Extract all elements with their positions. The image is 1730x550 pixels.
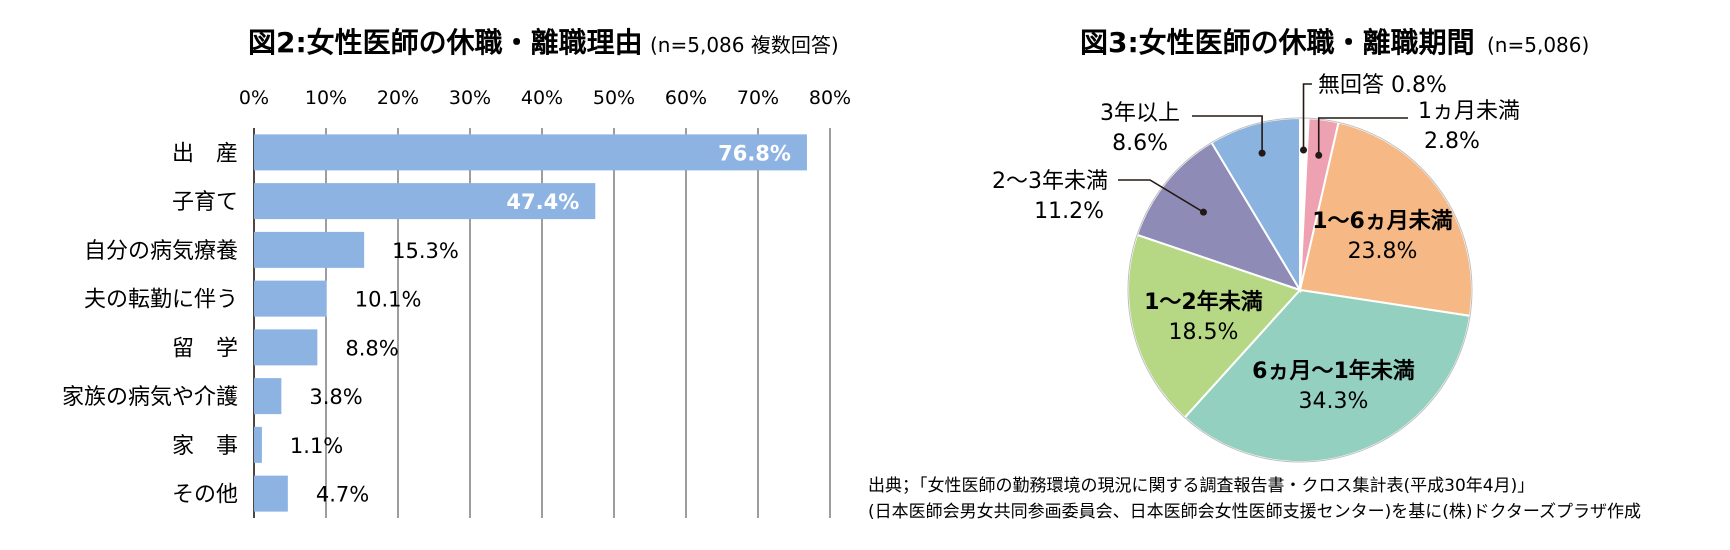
bar-chart-labels: 出 産 76.8% 子育て 47.4% 自分の病気療養 15.3% 夫の転勤に伴う 10.1%…: [62, 141, 791, 507]
pie-outside-value: 11.2%: [1034, 199, 1104, 224]
bar-value-label: 47.4%: [506, 190, 579, 214]
pie-outside-label: 2〜3年未満: [992, 169, 1108, 194]
bar: [254, 134, 807, 171]
bar-category-label: 家 事: [172, 434, 238, 459]
pie-chart-labels: 1〜6ヵ月未満 23.8% 6ヵ月〜1年未満 34.3% 1〜2年未満 18.5% 無回答 …: [992, 73, 1520, 414]
bar-value-label: 4.7%: [316, 483, 369, 507]
bar: [254, 183, 596, 220]
bar-chart-bars: [254, 134, 807, 512]
source-line-2: (日本医師会男女共同参画委員会、日本医師会女性医師支援センター)を基に(株)ドク…: [868, 502, 1641, 522]
pie-leader-dot: [1300, 146, 1308, 154]
pie-value-label: 34.3%: [1299, 389, 1369, 414]
bar-x-tick-label: 60%: [665, 87, 707, 109]
pie-outside-label: 無回答 0.8%: [1318, 73, 1447, 98]
bar-value-label: 15.3%: [392, 239, 459, 263]
pie-leader-line: [1192, 115, 1263, 154]
pie-chart-title: 図3:女性医師の休職・離職期間: [1080, 26, 1475, 59]
pie-leader-dot: [1315, 151, 1323, 159]
bar: [254, 280, 327, 317]
source-line-1: 出典；「女性医師の勤務環境の現況に関する調査報告書・クロス集計表(平成30年4月…: [868, 476, 1534, 496]
pie-leader-dot: [1258, 149, 1266, 157]
bar-chart-x-ticks: 0% 10% 20% 30% 40% 50% 60% 70% 80%: [239, 87, 851, 109]
bar-x-tick-label: 20%: [377, 87, 419, 109]
bar: [254, 426, 262, 463]
pie-outline: [1127, 117, 1473, 463]
bar-value-label: 3.8%: [309, 385, 362, 409]
bar-value-label: 10.1%: [355, 288, 422, 312]
bar-category-label: 夫の転勤に伴う: [84, 288, 238, 313]
bar-x-tick-label: 30%: [449, 87, 491, 109]
pie-chart-slices: [1127, 116, 1473, 463]
pie-leader-line: [1317, 117, 1408, 156]
bar-value-label: 76.8%: [718, 141, 791, 165]
bar-category-label: 自分の病気療養: [84, 239, 238, 264]
bar-value-label: 8.8%: [345, 336, 398, 360]
pie-outside-value: 2.8%: [1424, 129, 1480, 154]
bar-x-tick-label: 80%: [809, 87, 851, 109]
bar-category-label: その他: [172, 483, 238, 508]
bar-x-tick-label: 0%: [239, 87, 269, 109]
bar: [254, 475, 288, 512]
pie-slice-label: 6ヵ月〜1年未満: [1252, 358, 1415, 384]
bar-x-tick-label: 40%: [521, 87, 563, 109]
bar-category-label: 子育て: [172, 190, 238, 215]
bar: [254, 231, 365, 268]
pie-leader-dot: [1199, 208, 1207, 216]
bar-category-label: 家族の病気や介護: [62, 385, 238, 410]
bar-x-tick-label: 10%: [305, 87, 347, 109]
pie-leader-line: [1302, 83, 1312, 151]
pie-value-label: 23.8%: [1348, 239, 1418, 264]
pie-chart-subtitle: (n=5,086): [1487, 33, 1589, 57]
pie-outside-value: 8.6%: [1112, 131, 1168, 156]
pie-value-label: 18.5%: [1169, 320, 1239, 345]
bar-value-label: 1.1%: [290, 434, 343, 458]
bar-category-label: 出 産: [172, 141, 238, 166]
pie-outside-label: 3年以上: [1100, 101, 1180, 126]
bar-chart-title: 図2:女性医師の休職・離職理由: [248, 26, 643, 59]
bar-x-tick-label: 70%: [737, 87, 779, 109]
pie-slice-label: 1〜2年未満: [1144, 289, 1263, 315]
bar-x-tick-label: 50%: [593, 87, 635, 109]
pie-leader-line: [1118, 179, 1204, 213]
bar: [254, 329, 318, 366]
bar: [254, 378, 282, 415]
pie-slice-label: 1〜6ヵ月未満: [1312, 208, 1453, 234]
pie-outside-label: 1ヵ月未満: [1418, 99, 1520, 124]
bar-chart-subtitle: (n=5,086 複数回答): [650, 33, 839, 57]
bar-category-label: 留 学: [172, 336, 238, 361]
